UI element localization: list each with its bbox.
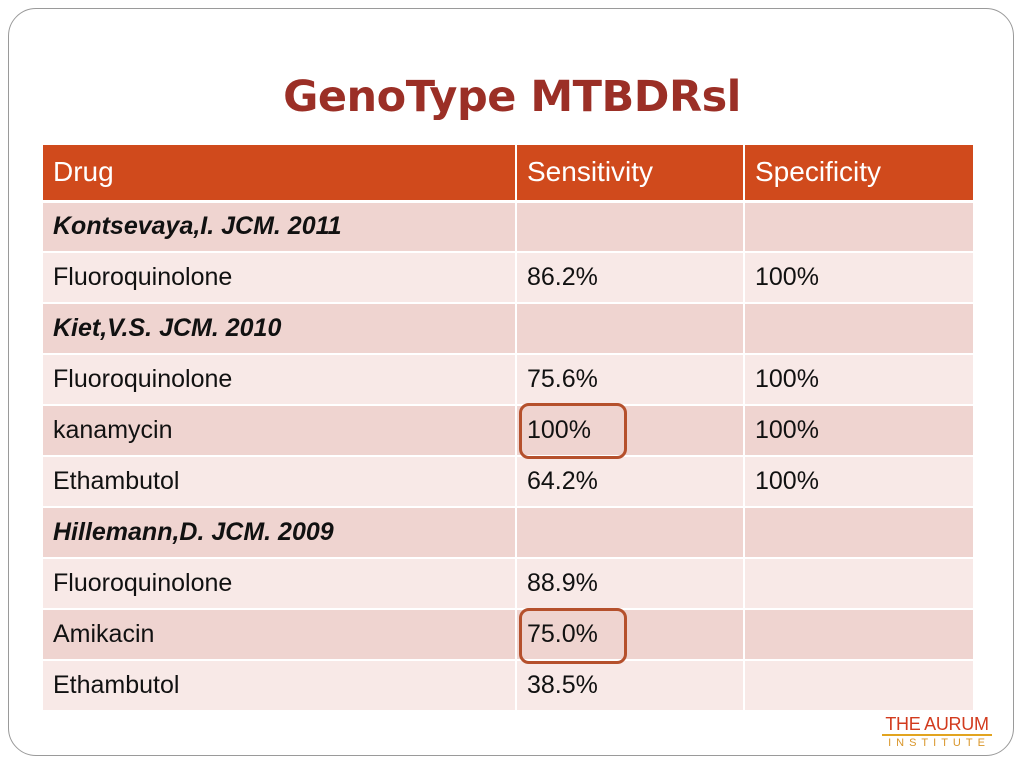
sensitivity-cell: 100% [516, 405, 745, 457]
specificity-cell [744, 201, 973, 253]
sensitivity-cell: 38.5% [516, 660, 745, 712]
table-row: Fluoroquinolone 88.9% [43, 558, 973, 610]
specificity-cell [744, 660, 973, 712]
sensitivity-cell: 75.0% [516, 609, 745, 661]
table-row: Fluoroquinolone 86.2% 100% [43, 252, 973, 304]
drug-cell: Ethambutol [43, 660, 517, 712]
sensitivity-cell: 86.2% [516, 252, 745, 304]
study-citation: Kiet,V.S. JCM. 2010 [43, 303, 517, 355]
table-row: Ethambutol 38.5% [43, 660, 973, 712]
drug-cell: Fluoroquinolone [43, 558, 517, 610]
table-row: Fluoroquinolone 75.6% 100% [43, 354, 973, 406]
specificity-cell [744, 507, 973, 559]
specificity-cell [744, 303, 973, 355]
study-row: Hillemann,D. JCM. 2009 [43, 507, 973, 559]
table-row: Ethambutol 64.2% 100% [43, 456, 973, 508]
sensitivity-cell: 75.6% [516, 354, 745, 406]
sensitivity-cell [516, 507, 745, 559]
study-citation: Kontsevaya,I. JCM. 2011 [43, 201, 517, 253]
sensitivity-cell [516, 201, 745, 253]
drug-cell: Fluoroquinolone [43, 354, 517, 406]
aurum-institute-logo: THE AURUM INSTITUTE [882, 715, 992, 750]
sensitivity-cell [516, 303, 745, 355]
specificity-cell [744, 558, 973, 610]
sensitivity-cell: 64.2% [516, 456, 745, 508]
study-row: Kontsevaya,I. JCM. 2011 [43, 201, 973, 253]
study-citation: Hillemann,D. JCM. 2009 [43, 507, 517, 559]
table-row: kanamycin 100% 100% [43, 405, 973, 457]
study-row: Kiet,V.S. JCM. 2010 [43, 303, 973, 355]
slide-title: GenoType MTBDRsl [283, 72, 741, 122]
drug-cell: kanamycin [43, 405, 517, 457]
sensitivity-cell: 88.9% [516, 558, 745, 610]
header-drug: Drug [43, 145, 517, 203]
specificity-cell: 100% [744, 252, 973, 304]
specificity-cell: 100% [744, 354, 973, 406]
table-row: Amikacin 75.0% [43, 609, 973, 661]
drug-cell: Amikacin [43, 609, 517, 661]
header-specificity: Specificity [744, 145, 973, 203]
logo-sub-text: INSTITUTE [888, 737, 990, 749]
specificity-cell [744, 609, 973, 661]
drug-cell: Ethambutol [43, 456, 517, 508]
results-table: Drug Sensitivity Specificity Kontsevaya,… [43, 145, 973, 712]
header-sensitivity: Sensitivity [516, 145, 745, 203]
specificity-cell: 100% [744, 405, 973, 457]
specificity-cell: 100% [744, 456, 973, 508]
table-header-row: Drug Sensitivity Specificity [43, 145, 973, 203]
logo-main-text: THE AURUM [882, 715, 992, 736]
drug-cell: Fluoroquinolone [43, 252, 517, 304]
